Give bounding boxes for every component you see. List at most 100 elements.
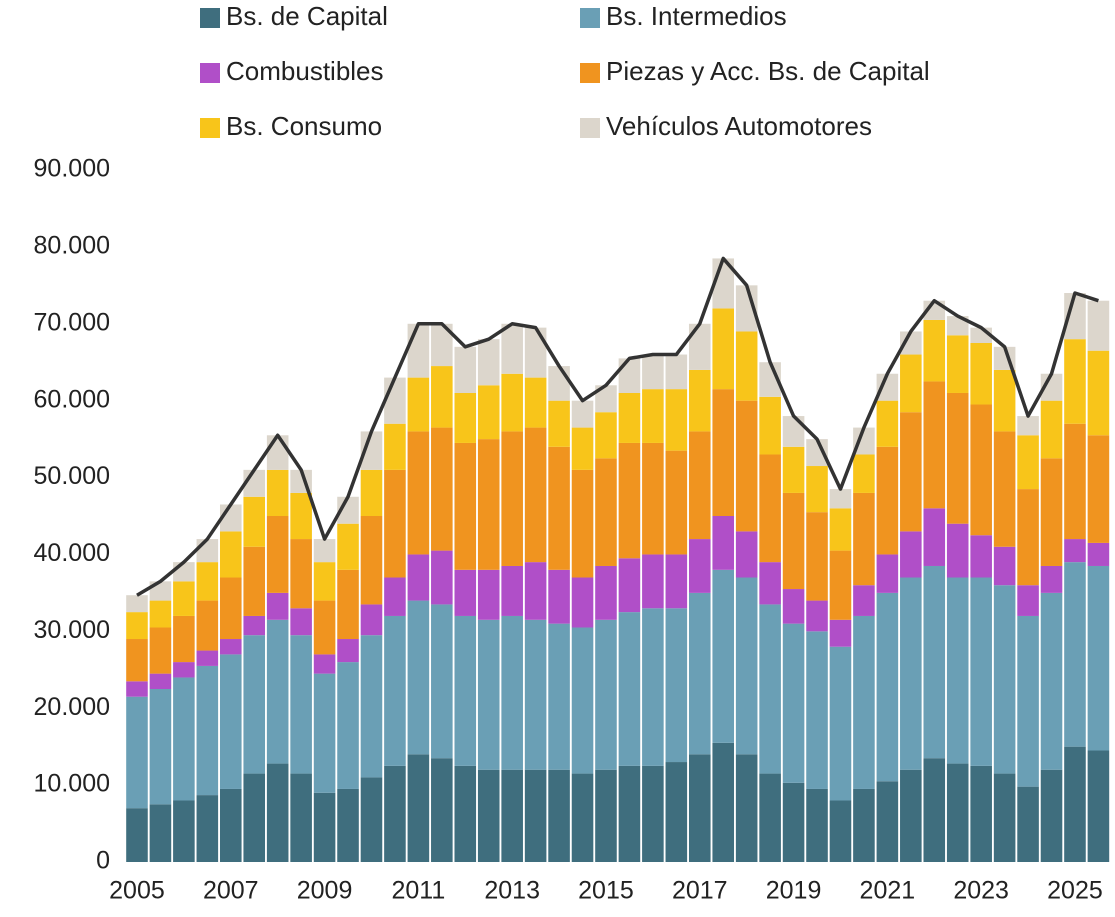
bar-segment [970,577,992,766]
bar-segment [946,335,969,393]
bar-segment [1017,435,1039,490]
bar-segment [993,369,1016,432]
y-tick-label: 0 [96,847,110,875]
bar-segment [477,439,500,570]
bar-segment [688,539,711,593]
bar-segment [313,673,336,793]
bar-segment [548,400,570,447]
bar-segment [829,489,852,509]
bar-segment [266,469,289,516]
x-tick-label: 2007 [203,877,259,905]
bar-segment [946,392,969,524]
bar-segment [595,565,617,620]
bar-segment [853,585,875,616]
bar-segment [970,343,992,405]
bar-segment [243,635,266,774]
bar-segment [1040,592,1063,770]
y-tick-label: 20.000 [34,693,110,721]
bar-segment [219,531,242,578]
total-line [136,256,1099,597]
bar-segment [735,531,758,578]
bar-segment [384,765,406,862]
bar-segment [759,396,781,455]
bar-segment [407,554,430,601]
legend-swatch [580,63,600,83]
bar-segment [524,427,547,563]
bar-segment [853,788,875,862]
bar-segment [946,763,969,862]
bar-segment [642,554,664,609]
bar-segment [313,562,336,601]
bar-segment [595,458,617,566]
bar-segment [1064,562,1086,747]
y-tick-label: 70.000 [34,308,110,336]
bar-segment [501,373,523,432]
bar-segment [853,454,875,493]
bar-segment [759,454,781,563]
bar-segment [149,673,172,689]
bar-segment [806,600,828,632]
bar-segment [524,562,547,620]
bar-segment [501,615,523,770]
bar-segment [571,627,594,774]
bar-segment [595,385,617,413]
y-tick-label: 40.000 [34,539,110,567]
legend-swatch [200,63,220,83]
bar-segment [829,800,852,862]
bar-segment [266,435,289,470]
x-tick-label: 2005 [109,877,165,905]
bar-segment [219,654,242,789]
bar-segment [1017,585,1039,616]
bar-segment [571,400,594,428]
bar-segment [407,323,430,378]
bar-segment [571,469,594,578]
bar-segment [688,592,711,755]
bar-segment [712,308,735,390]
legend-label: Piezas y Acc. Bs. de Capital [606,56,930,86]
bar-segment [853,427,875,455]
bar-segment [407,431,430,555]
x-tick-label: 2017 [672,877,728,905]
bar-segment [431,604,453,759]
bar-segment [806,631,828,789]
bar-segment [501,565,523,616]
bar-segment [126,681,148,697]
y-tick-label: 10.000 [34,770,110,798]
bar-segment [782,589,805,624]
bar-segment [384,615,406,766]
x-tick-label: 2015 [578,877,634,905]
bar-segment [454,765,477,862]
bar-segment [735,577,758,755]
bar-segment [1064,539,1086,563]
x-tick-label: 2023 [953,877,1009,905]
x-tick-label: 2019 [766,877,822,905]
bar-segment [501,323,523,374]
bar-segment [923,508,946,566]
bar-segment [548,769,570,862]
y-tick-label: 50.000 [34,462,110,490]
legend-label: Bs. Consumo [226,111,382,141]
bar-segment [806,439,828,467]
legend-label: Bs. Intermedios [606,1,787,31]
bar-segment [431,550,453,605]
bar-segment [384,423,406,470]
bar-segment [219,577,242,640]
x-tick-label: 2011 [391,877,445,905]
bar-segment [477,339,500,386]
bar-segment [1040,769,1063,862]
bar-segment [712,742,735,862]
bar-segment [829,619,852,647]
bar-segment [290,635,312,774]
bar-segment [337,569,359,640]
bar-segment [571,577,594,628]
bar-segment [313,539,336,563]
bar-segment [829,550,852,620]
bar-segment [618,392,641,443]
bar-segment [196,650,219,666]
bar-segment [782,492,805,590]
bar-segment [126,612,148,640]
bar-segment [219,639,242,655]
bar-segment [1064,339,1086,424]
bar-segment [454,569,477,616]
bar-segment [735,400,758,532]
